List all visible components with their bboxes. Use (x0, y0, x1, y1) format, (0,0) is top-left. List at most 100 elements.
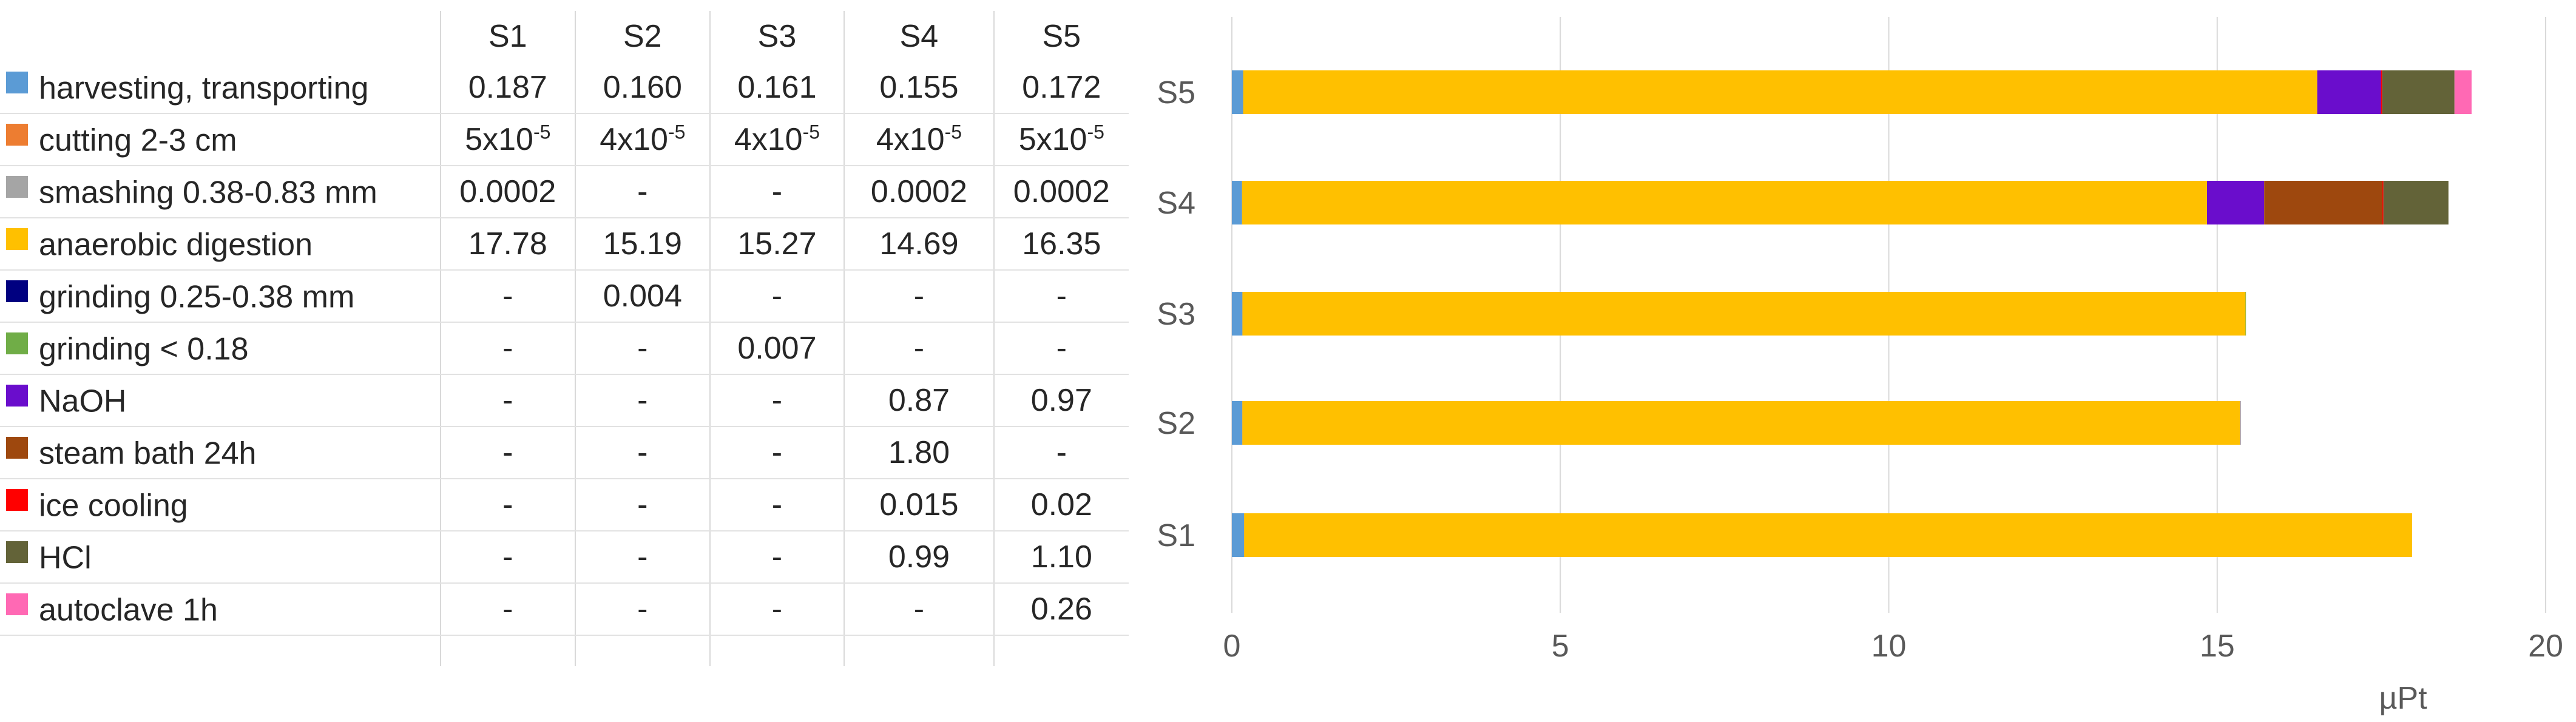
cell-value: 0.004 (603, 278, 682, 314)
table-row: NaOH - - - 0.87 0.97 (0, 374, 1129, 427)
table-cell: - (574, 427, 710, 479)
table-cell: - (843, 583, 994, 636)
bar-segment (1232, 70, 1243, 114)
legend-swatch (6, 280, 28, 303)
cell-value: 17.78 (468, 226, 547, 261)
cell-value: 0.187 (468, 70, 547, 105)
cell-value: 0.26 (1030, 592, 1092, 627)
table-tail-cell (709, 635, 845, 666)
table-cell: 0.007 (709, 322, 845, 375)
impact-table: S1 S2 S3 S4 S5 harvesting, transporting 0… (0, 11, 1129, 666)
table-tail-cell (0, 635, 441, 666)
table-cell: - (993, 427, 1129, 479)
table-tail-cell (843, 635, 994, 666)
cell-value: 4x10 (876, 122, 945, 157)
bar-segment (2264, 181, 2383, 224)
row-label-text: NaOH (39, 383, 127, 419)
table-cell: 15.19 (574, 218, 710, 271)
cell-exponent: -5 (944, 121, 962, 143)
x-tick-label: 5 (1552, 629, 1569, 664)
cell-value: 4x10 (600, 122, 668, 157)
table-cell: 0.172 (993, 62, 1129, 114)
y-category-label: S1 (1157, 518, 1195, 553)
legend-swatch (6, 437, 28, 459)
cell-value: - (771, 435, 783, 470)
table-cell: 0.0002 (843, 166, 994, 218)
row-label-text: steam bath 24h (39, 436, 257, 471)
cell-value: 0.0002 (1013, 174, 1110, 209)
chart-canvas: 0 5 10 15 20 µPt S1 S2 S3 S4 S5 (1157, 17, 2563, 716)
table-cell: - (709, 427, 845, 479)
row-label: steam bath 24h (0, 427, 441, 479)
table-cell: 0.015 (843, 479, 994, 531)
table-cell: 15.27 (709, 218, 845, 271)
row-label: HCl (0, 531, 441, 584)
stacked-bar-chart: 0 5 10 15 20 µPt S1 S2 S3 S4 S5 (1129, 0, 2576, 722)
row-label: ice cooling (0, 479, 441, 531)
table-cell: 0.26 (993, 583, 1129, 636)
row-label-text: autoclave 1h (39, 592, 218, 628)
row-label-text: grinding < 0.18 (39, 331, 249, 367)
cell-value: 15.27 (737, 226, 817, 261)
bar-segment (2382, 70, 2455, 114)
legend-swatch (6, 541, 28, 564)
table-cell: - (709, 166, 845, 218)
table-header-blank (0, 11, 441, 62)
table-cell: 0.99 (843, 531, 994, 584)
y-category-label: S4 (1157, 186, 1195, 221)
table-cell: 1.80 (843, 427, 994, 479)
row-label: cutting 2-3 cm (0, 113, 441, 166)
x-tick-label: 0 (1223, 629, 1241, 664)
table-cell: - (439, 270, 575, 323)
row-label-text: cutting 2-3 cm (39, 123, 237, 158)
bar-segment (2240, 401, 2241, 445)
table-cell: - (709, 270, 845, 323)
table-cell: 0.87 (843, 374, 994, 427)
table-row: anaerobic digestion 17.78 15.19 15.27 14.69 1… (0, 218, 1129, 271)
table-cell: - (439, 531, 575, 584)
legend-swatch (6, 228, 28, 251)
cell-exponent: -5 (668, 121, 686, 143)
table-cell: - (574, 322, 710, 375)
cell-value: - (637, 487, 648, 522)
table-body: harvesting, transporting 0.187 0.160 0.161 0… (0, 62, 1129, 666)
cell-value: 4x10 (734, 122, 803, 157)
cell-value: 5x10 (465, 122, 533, 157)
legend-swatch (6, 176, 28, 198)
bar-segment (2245, 292, 2246, 336)
cell-value: 15.19 (603, 226, 682, 261)
table-cell: 14.69 (843, 218, 994, 271)
row-label: autoclave 1h (0, 583, 441, 636)
cell-value: - (771, 383, 783, 418)
table-cell: - (843, 270, 994, 323)
cell-value: 0.172 (1022, 70, 1101, 105)
cell-value: - (502, 592, 513, 627)
table-cell: 0.02 (993, 479, 1129, 531)
x-tick-label: 20 (2528, 629, 2563, 664)
cell-value: - (1056, 331, 1067, 366)
legend-swatch (6, 489, 28, 511)
bar-segment (1242, 181, 2207, 224)
bar-segment (1243, 70, 2317, 114)
table-cell: 4x10-5 (709, 113, 845, 166)
column-header-s3: S3 (709, 11, 845, 62)
cell-value: - (637, 331, 648, 366)
legend-swatch (6, 593, 28, 616)
cell-value: - (637, 435, 648, 470)
bar-segment (2381, 70, 2382, 114)
table-cell: - (439, 583, 575, 636)
cell-value: 0.015 (879, 487, 959, 522)
table-cell: 16.35 (993, 218, 1129, 271)
axis-labels: 0 5 10 15 20 µPt S1 S2 S3 S4 S5 (1157, 75, 2563, 716)
table-cell: - (574, 479, 710, 531)
impact-table-grid: S1 S2 S3 S4 S5 harvesting, transporting 0… (0, 11, 1129, 666)
table-cell: - (574, 374, 710, 427)
x-tick-label: 15 (2200, 629, 2235, 664)
table-cell: 0.0002 (993, 166, 1129, 218)
cell-value: - (771, 278, 783, 314)
table-cell: 0.155 (843, 62, 994, 114)
column-header-s4: S4 (843, 11, 994, 62)
table-cell: - (439, 374, 575, 427)
cell-value: 0.155 (879, 70, 959, 105)
table-cell: 0.160 (574, 62, 710, 114)
